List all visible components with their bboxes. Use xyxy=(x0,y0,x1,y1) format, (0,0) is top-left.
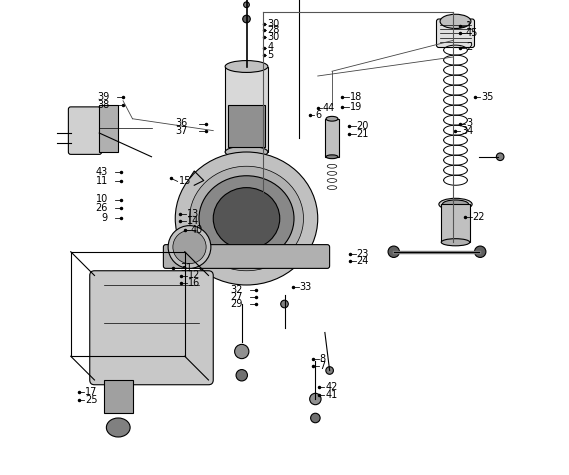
Ellipse shape xyxy=(213,188,280,249)
Text: 7: 7 xyxy=(320,361,326,371)
Text: 26: 26 xyxy=(96,203,108,213)
Text: 19: 19 xyxy=(349,102,362,112)
Text: 39: 39 xyxy=(97,92,110,103)
Bar xyxy=(99,104,118,152)
Ellipse shape xyxy=(106,418,130,437)
Text: 41: 41 xyxy=(325,390,337,400)
Circle shape xyxy=(310,393,321,405)
Text: 15: 15 xyxy=(179,176,191,187)
Text: 20: 20 xyxy=(357,121,369,131)
Circle shape xyxy=(243,15,250,23)
Text: 5: 5 xyxy=(267,49,274,60)
Text: 32: 32 xyxy=(230,285,243,295)
Circle shape xyxy=(388,246,399,257)
Circle shape xyxy=(311,413,320,423)
Text: 36: 36 xyxy=(175,118,188,129)
Text: 34: 34 xyxy=(461,125,473,136)
Text: 24: 24 xyxy=(357,256,369,266)
Bar xyxy=(325,119,339,157)
Text: 14: 14 xyxy=(187,216,199,226)
FancyBboxPatch shape xyxy=(68,107,102,154)
Text: 13: 13 xyxy=(187,209,199,219)
Circle shape xyxy=(234,344,249,359)
Circle shape xyxy=(244,2,249,8)
Circle shape xyxy=(475,246,486,257)
Text: 16: 16 xyxy=(188,277,200,288)
FancyBboxPatch shape xyxy=(436,19,475,48)
Text: 38: 38 xyxy=(97,100,110,111)
Text: 3: 3 xyxy=(466,118,472,129)
Ellipse shape xyxy=(225,61,268,72)
Text: 33: 33 xyxy=(300,282,312,293)
Circle shape xyxy=(168,226,211,268)
Text: 1: 1 xyxy=(466,21,472,31)
Text: 6: 6 xyxy=(315,110,321,120)
Text: 42: 42 xyxy=(325,382,338,392)
Ellipse shape xyxy=(189,166,303,271)
Text: 28: 28 xyxy=(267,25,280,36)
Text: 8: 8 xyxy=(320,353,326,364)
Text: 12: 12 xyxy=(188,270,200,281)
Ellipse shape xyxy=(326,116,338,121)
Ellipse shape xyxy=(199,176,294,261)
Ellipse shape xyxy=(194,162,299,218)
Text: 4: 4 xyxy=(267,42,274,53)
Text: 45: 45 xyxy=(466,28,479,38)
Ellipse shape xyxy=(441,238,470,246)
Text: 30: 30 xyxy=(267,32,279,42)
Text: 30: 30 xyxy=(267,19,279,29)
Text: 11: 11 xyxy=(96,175,108,186)
Text: 17: 17 xyxy=(85,387,97,397)
Ellipse shape xyxy=(225,146,268,158)
Text: 18: 18 xyxy=(349,92,362,103)
Text: 43: 43 xyxy=(96,167,108,177)
Circle shape xyxy=(173,230,206,264)
Ellipse shape xyxy=(443,200,468,209)
Text: 25: 25 xyxy=(85,395,97,405)
Ellipse shape xyxy=(439,198,472,210)
Ellipse shape xyxy=(326,155,338,159)
Text: 44: 44 xyxy=(323,103,335,114)
Bar xyxy=(225,66,268,152)
Text: 21: 21 xyxy=(357,129,369,139)
Text: 10: 10 xyxy=(96,194,108,205)
Bar xyxy=(441,204,470,242)
Text: 2: 2 xyxy=(466,42,472,53)
FancyBboxPatch shape xyxy=(163,245,329,268)
FancyBboxPatch shape xyxy=(90,271,213,385)
Text: 31: 31 xyxy=(180,263,192,274)
Text: 29: 29 xyxy=(230,299,243,309)
Circle shape xyxy=(496,153,504,161)
Ellipse shape xyxy=(440,14,471,28)
Text: 35: 35 xyxy=(481,92,493,103)
Text: 37: 37 xyxy=(175,125,188,136)
Bar xyxy=(228,104,265,147)
Circle shape xyxy=(281,300,288,308)
Ellipse shape xyxy=(175,152,318,285)
Bar xyxy=(104,380,133,413)
Text: 22: 22 xyxy=(473,212,485,222)
Text: 9: 9 xyxy=(102,212,108,223)
Ellipse shape xyxy=(204,169,289,211)
Text: 27: 27 xyxy=(230,292,243,302)
Circle shape xyxy=(326,367,333,374)
Text: 23: 23 xyxy=(357,249,369,259)
Circle shape xyxy=(236,370,248,381)
Text: 40: 40 xyxy=(191,225,203,236)
